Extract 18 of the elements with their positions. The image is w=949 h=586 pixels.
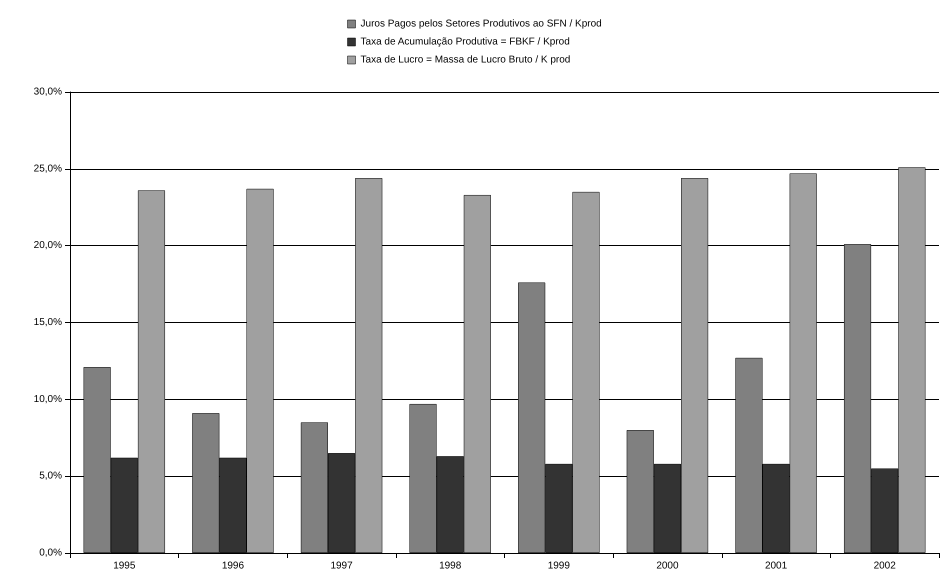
y-tick-label: 20,0% [34,240,62,252]
y-tick-label: 15,0% [34,317,62,328]
x-tick-label: 2002 [874,560,896,572]
x-tick-label: 1998 [439,560,462,572]
x-tick-label: 1996 [222,560,244,572]
x-tick-label: 1997 [330,560,354,572]
legend-label: Taxa de Acumulação Produtiva = FBKF / Kprod [360,36,570,48]
y-tick-label: 25,0% [34,163,62,174]
x-tick-label: 2001 [764,560,788,572]
y-tick-label: 0,0% [39,548,62,558]
legend-label: Juros Pagos pelos Setores Produtivos ao SFN / Kprod [360,18,602,30]
y-tick-label: 30,0% [34,86,62,98]
legend-label: Taxa de Lucro = Massa de Lucro Bruto / K prod [360,54,570,66]
x-tick-label: 1995 [113,560,136,572]
y-tick-label: 10,0% [34,394,62,405]
y-tick-label: 5,0% [39,470,62,482]
x-tick-label: 1999 [548,560,570,572]
x-tick-label: 2000 [656,560,679,572]
